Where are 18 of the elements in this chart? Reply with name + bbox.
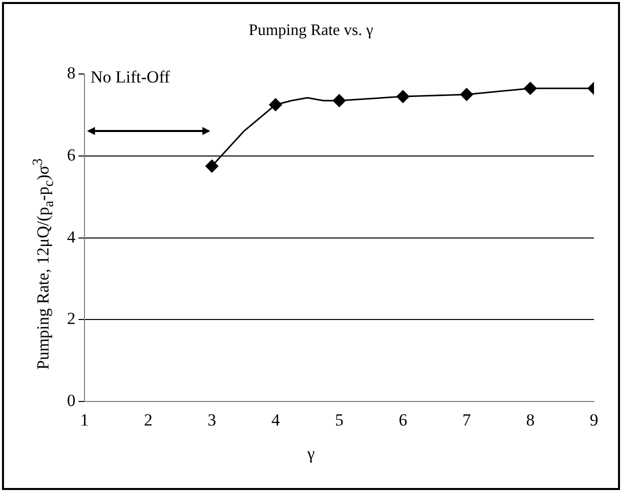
point	[205, 160, 218, 173]
x-tick-label: 7	[462, 410, 472, 430]
x-tick-label: 4	[271, 410, 280, 430]
x-tick-label: 3	[208, 410, 216, 430]
x-tick-label: 8	[526, 410, 535, 430]
y-tick-label: 4	[67, 227, 76, 246]
y-tick-label: 0	[67, 391, 76, 410]
x-tick-label: 6	[398, 410, 408, 430]
x-tick-label: 2	[144, 410, 152, 430]
x-tick-label: 5	[335, 410, 344, 430]
y-tick-label: 2	[67, 309, 76, 328]
chart-title: Pumping Rate vs. γ	[248, 22, 374, 40]
y-tick-label: 6	[67, 145, 76, 164]
x-tick-label: 9	[590, 410, 598, 430]
x-axis-title: γ	[306, 444, 316, 464]
x-tick-label: 1	[80, 410, 89, 430]
annotation: No Lift-Off	[90, 67, 170, 86]
y-tick-label: 8	[67, 63, 76, 82]
